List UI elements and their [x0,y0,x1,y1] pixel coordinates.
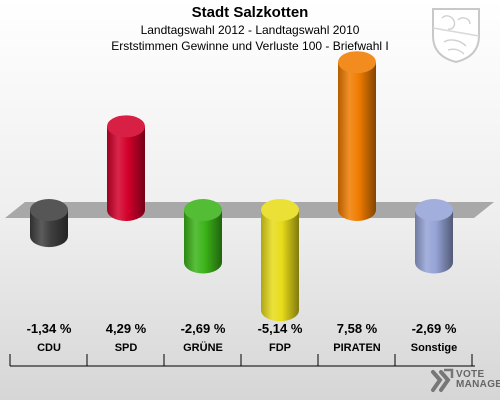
bar-top-piraten [338,51,376,74]
bar-grüne [184,210,222,274]
chart-subtitle: Landtagswahl 2012 - Landtagswahl 2010 [140,23,360,37]
category-label-piraten: PIRATEN [333,342,381,354]
category-axis [9,354,475,367]
value-label-fdp: -5,14 % [258,321,303,336]
brand-line1: VOTE [456,369,485,380]
bar-fdp [261,210,299,322]
chart-subtitle-2: Erststimmen Gewinne und Verluste 100 - B… [111,39,389,53]
brand-line2: MANAGER [456,379,500,390]
bar-sonstige [415,210,453,274]
votemanager-logo-icon [431,368,454,392]
brand-text: VOTE MANAGER [456,370,500,390]
bar-top-sonstige [415,199,453,221]
bar-top-grüne [184,199,222,221]
value-label-sonstige: -2,69 % [412,321,457,336]
value-label-grüne: -2,69 % [181,321,226,336]
bar-top-cdu [30,199,68,221]
bar-top-fdp [261,199,299,221]
category-label-grüne: GRÜNE [183,341,223,354]
category-label-fdp: FDP [269,342,291,354]
bar-spd [107,126,145,221]
value-label-piraten: 7,58 % [337,321,378,336]
category-label-spd: SPD [115,342,138,354]
bar-top-spd [107,115,145,138]
category-label-sonstige: Sonstige [411,342,457,354]
bar-piraten [338,62,376,221]
category-label-cdu: CDU [37,342,61,354]
coat-of-arms-icon [432,8,480,64]
value-label-cdu: -1,34 % [27,321,72,336]
value-label-spd: 4,29 % [106,321,147,336]
chart-title: Stadt Salzkotten [191,4,309,21]
